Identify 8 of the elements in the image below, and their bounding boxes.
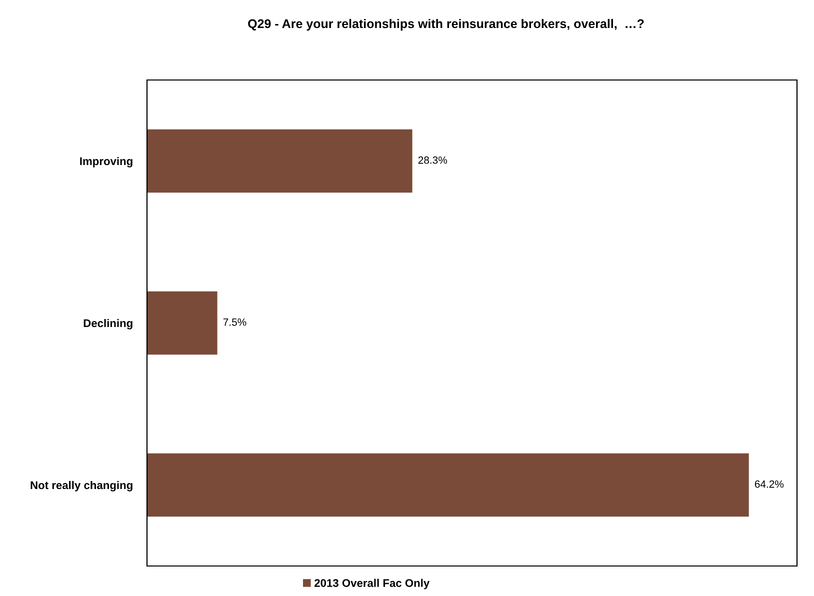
data-label: 28.3% (418, 156, 448, 164)
data-label: 7.5% (223, 318, 246, 326)
y-tick-label: Improving (80, 156, 132, 168)
chart-title: Q29 - Are your relationships with reinsurance brokers, overall, …? (248, 18, 644, 31)
legend-label: 2013 Overall Fac Only (314, 578, 430, 590)
y-tick-label: Not really changing (30, 480, 132, 492)
y-tick-label: Declining (84, 318, 132, 330)
data-label: 64.2% (754, 480, 784, 488)
